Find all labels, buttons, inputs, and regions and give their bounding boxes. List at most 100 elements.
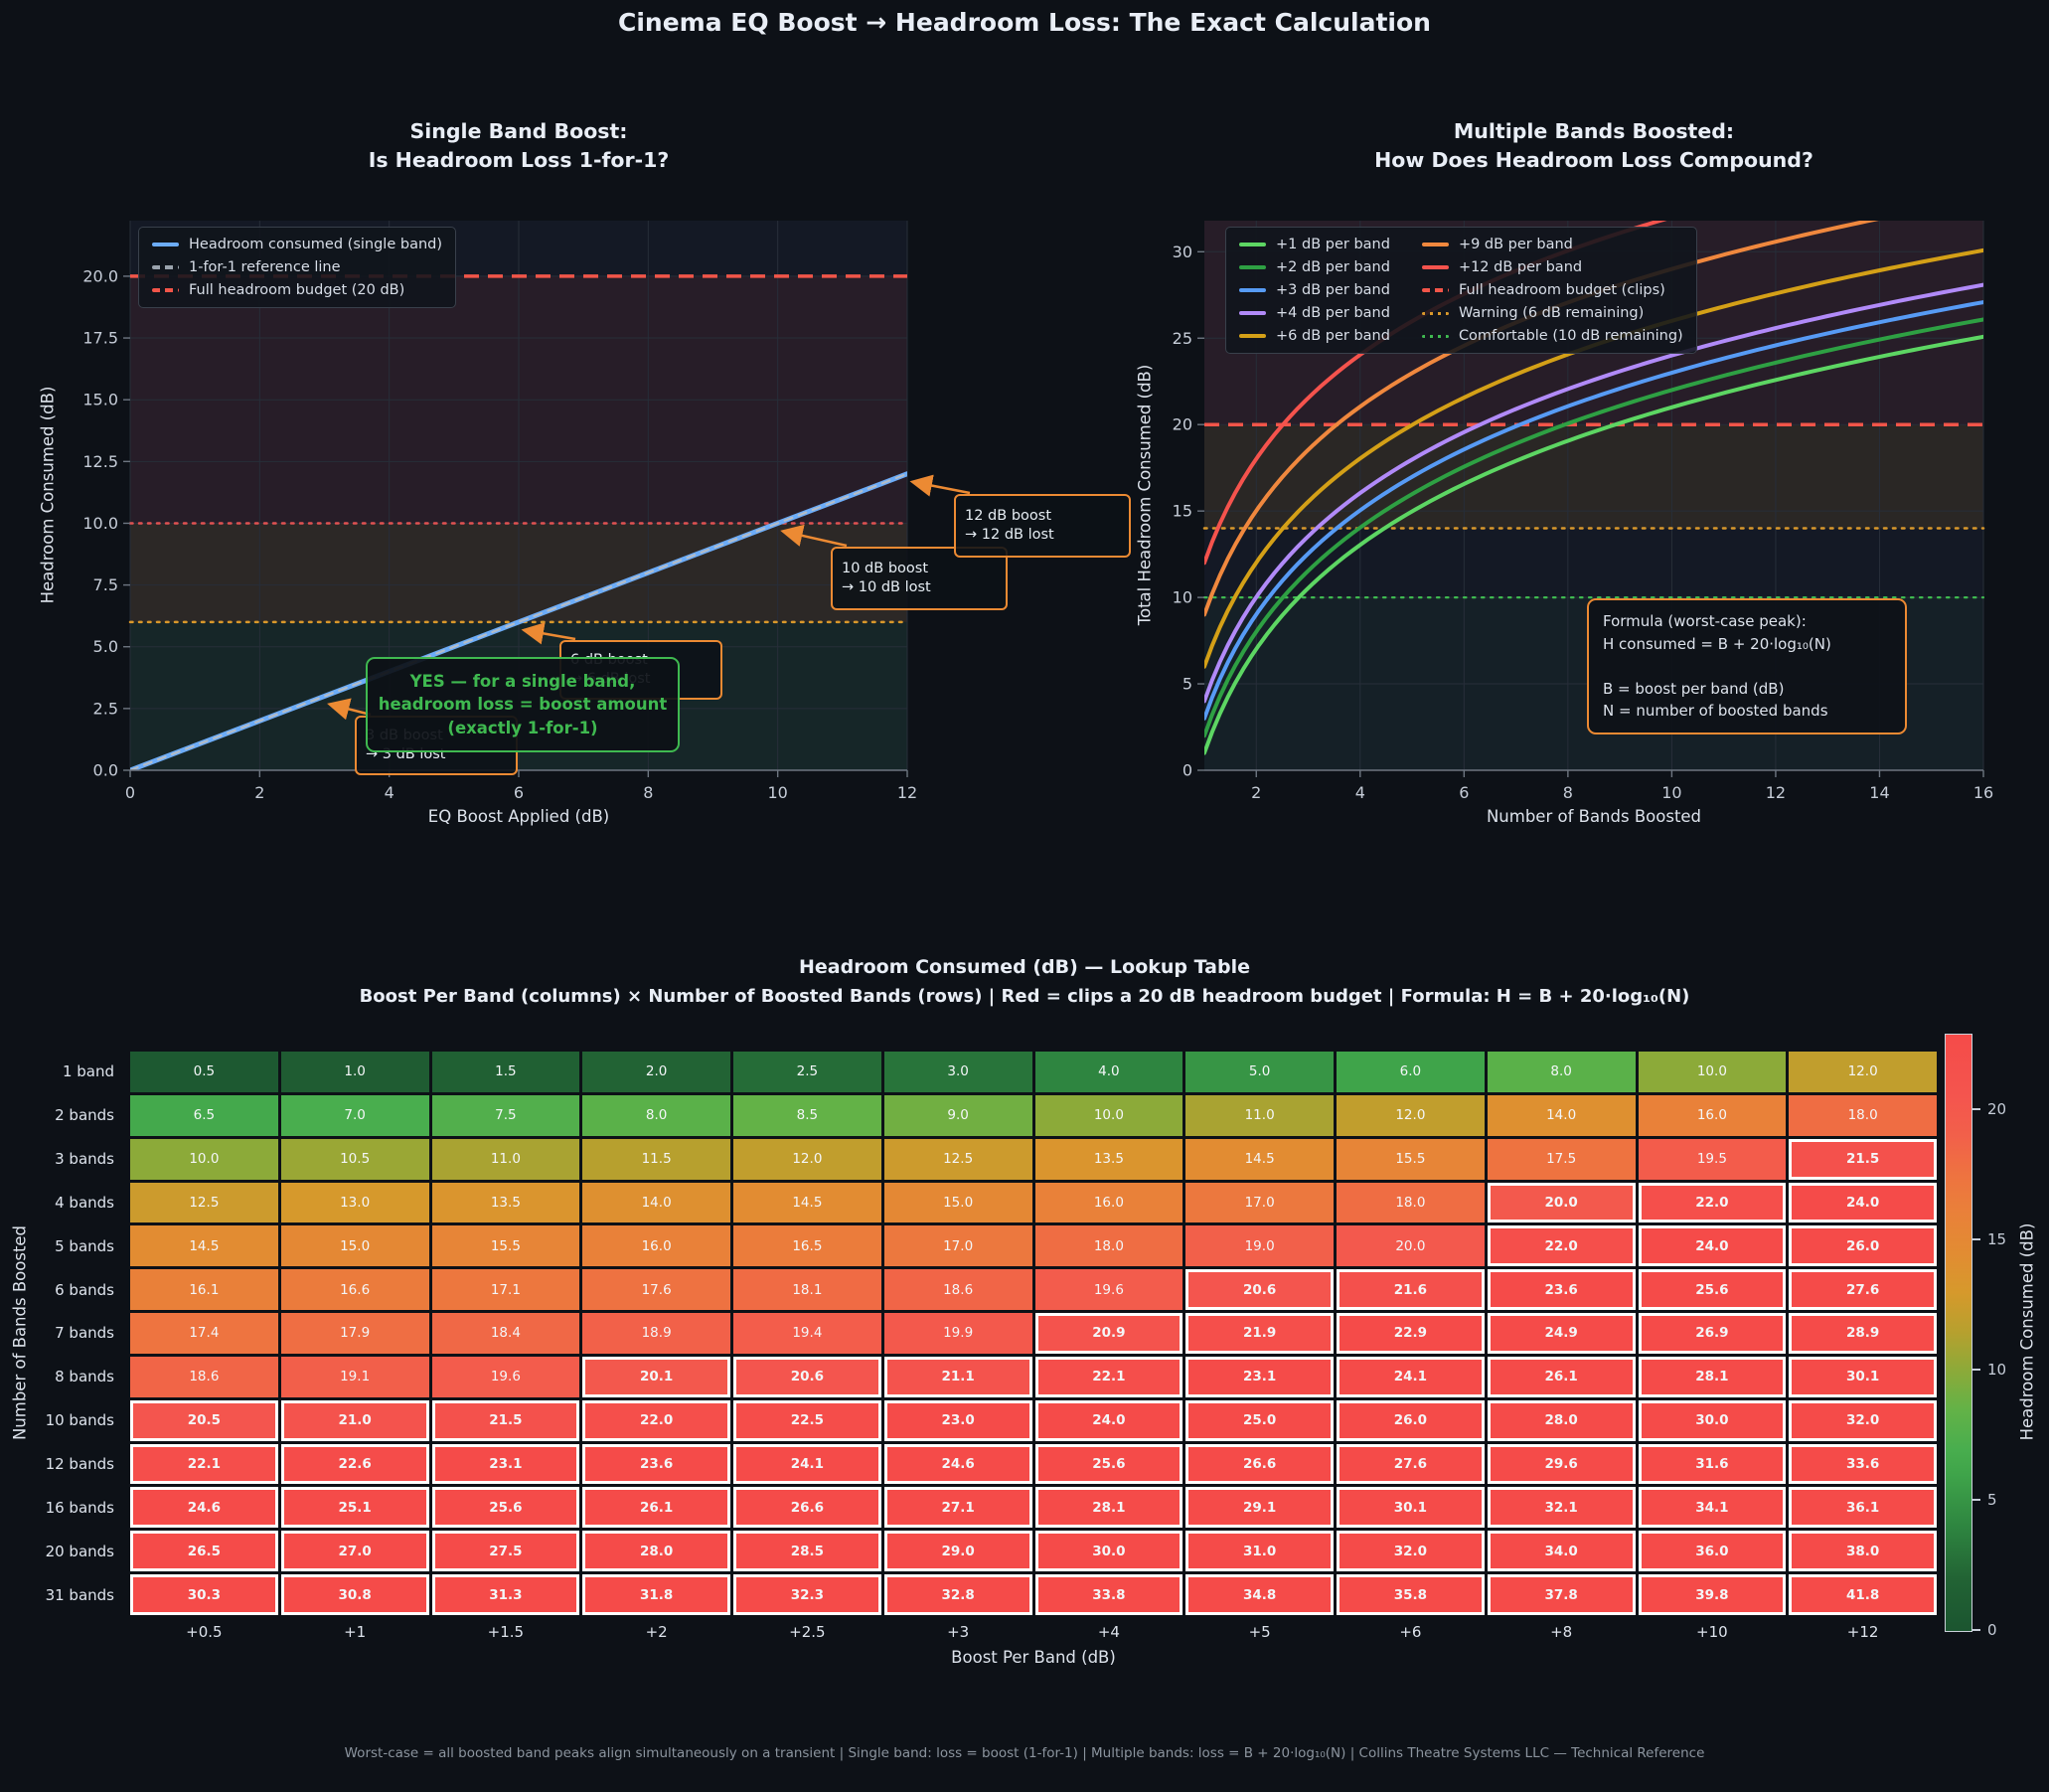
heatmap-row-label: 3 bands (55, 1150, 114, 1169)
left-chart-title-line1: Single Band Boost: (409, 119, 628, 143)
colorbar-tick-label: 10 (1987, 1360, 2007, 1379)
callout-line: headroom loss = boost amount (378, 695, 668, 715)
legend-item: Comfortable (10 dB remaining) (1421, 328, 1683, 344)
heatmap-row-label: 4 bands (55, 1193, 114, 1212)
heatmap-cell: 18.1 (733, 1269, 881, 1311)
heatmap-cell: 11.0 (1185, 1094, 1334, 1136)
heatmap-cell: 35.8 (1337, 1574, 1485, 1615)
heatmap-cell: 15.5 (1337, 1138, 1485, 1180)
y-tick-label: 12.5 (82, 452, 118, 471)
heatmap-cell: 30.0 (1034, 1531, 1183, 1572)
heatmap-cell: 25.6 (1638, 1269, 1787, 1311)
heatmap-cell: 15.5 (431, 1225, 580, 1267)
right-chart-title: Multiple Bands Boosted: How Does Headroo… (1266, 117, 1922, 174)
callout-line: (exactly 1-for-1) (447, 718, 598, 737)
y-tick-label: 15.0 (82, 391, 118, 409)
heatmap-cell: 26.1 (582, 1487, 730, 1529)
heatmap-row-label: 10 bands (45, 1411, 114, 1430)
heatmap-cell: 38.0 (1789, 1531, 1937, 1572)
heatmap-cell: 26.0 (1789, 1225, 1937, 1267)
heatmap-cell: 21.0 (280, 1399, 429, 1441)
heatmap-cell: 12.0 (1337, 1094, 1485, 1136)
heatmap-column-label: +0.5 (186, 1623, 223, 1641)
legend-item: +9 dB per band (1421, 237, 1683, 252)
x-tick-label: 12 (1766, 783, 1786, 802)
heatmap-cell: 21.1 (883, 1356, 1032, 1397)
heatmap-cell: 31.3 (431, 1574, 580, 1615)
heatmap-cell: 20.6 (733, 1356, 881, 1397)
x-tick-label: 2 (1251, 783, 1261, 802)
heatmap-cell: 22.0 (1638, 1182, 1787, 1223)
heatmap-cell: 2.0 (582, 1052, 730, 1092)
heatmap-cell: 24.9 (1487, 1313, 1636, 1354)
legend-swatch-icon (152, 243, 179, 246)
heatmap-cell: 15.0 (280, 1225, 429, 1267)
heatmap-row-label: 2 bands (55, 1106, 114, 1125)
heatmap-cell: 18.0 (1789, 1094, 1937, 1136)
heatmap-cell: 26.1 (1487, 1356, 1636, 1397)
heatmap-cell: 14.5 (733, 1182, 881, 1223)
x-tick-label: 12 (897, 783, 917, 802)
heatmap-cell: 34.8 (1185, 1574, 1334, 1615)
series-line (1204, 300, 1983, 721)
heatmap-cell: 26.5 (130, 1531, 278, 1572)
colorbar-tick-mark (1972, 1368, 1980, 1371)
heatmap-cell: 22.1 (130, 1443, 278, 1485)
heatmap-cell: 31.0 (1185, 1531, 1334, 1572)
heatmap-cell: 25.0 (1185, 1399, 1334, 1441)
heatmap-cell: 16.0 (582, 1225, 730, 1267)
heatmap-cell: 18.0 (1337, 1182, 1485, 1223)
y-tick-label: 17.5 (82, 329, 118, 348)
heatmap-cell: 1.5 (431, 1052, 580, 1092)
heatmap-cell: 6.0 (1337, 1052, 1485, 1092)
heatmap-cell: 19.1 (280, 1356, 429, 1397)
heatmap-cell: 41.8 (1789, 1574, 1937, 1615)
legend-item: Full headroom budget (clips) (1421, 282, 1683, 298)
x-tick-label: 14 (1869, 783, 1889, 802)
legend-label: 1-for-1 reference line (189, 259, 341, 275)
heatmap-cell: 28.9 (1789, 1313, 1937, 1354)
legend-label: +4 dB per band (1276, 305, 1390, 321)
heatmap-cell: 18.6 (130, 1356, 278, 1397)
legend-item: +2 dB per band (1239, 259, 1390, 275)
y-tick-label: 10.0 (82, 514, 118, 533)
left-chart-legend: Headroom consumed (single band) 1-for-1 r… (138, 227, 457, 308)
heatmap-cell: 29.6 (1487, 1443, 1636, 1485)
legend-label: +6 dB per band (1276, 328, 1390, 344)
heatmap-cell: 19.6 (1034, 1269, 1183, 1311)
heatmap-cell: 32.0 (1337, 1531, 1485, 1572)
heatmap-cell: 4.0 (1034, 1052, 1183, 1092)
heatmap-cell: 34.1 (1638, 1487, 1787, 1529)
heatmap-cell: 32.1 (1487, 1487, 1636, 1529)
y-tick-label: 20.0 (82, 266, 118, 285)
heatmap-cell: 22.9 (1337, 1313, 1485, 1354)
heatmap-cell: 18.6 (883, 1269, 1032, 1311)
heatmap-cell: 12.0 (1789, 1052, 1937, 1092)
colorbar (1945, 1034, 1972, 1632)
heatmap-cell: 14.5 (130, 1225, 278, 1267)
annotation-line: 10 dB boost (842, 560, 929, 576)
compound-formula-box: Formula (worst-case peak): H consumed = B… (1587, 598, 1907, 734)
y-tick-label: 0 (1182, 761, 1192, 780)
heatmap-cell: 12.0 (733, 1138, 881, 1180)
colorbar-tick-label: 5 (1987, 1490, 1997, 1509)
y-tick-label: 5 (1182, 675, 1192, 694)
heatmap-cell: 32.8 (883, 1574, 1032, 1615)
legend-swatch-icon (1421, 334, 1449, 338)
colorbar-tick-mark (1972, 1237, 1980, 1240)
heatmap-cell: 24.0 (1034, 1399, 1183, 1441)
heatmap-cell: 27.0 (280, 1531, 429, 1572)
legend-label: Full headroom budget (20 dB) (189, 282, 405, 298)
legend-swatch-icon (1421, 288, 1449, 292)
heatmap-cell: 28.5 (733, 1531, 881, 1572)
heatmap-cell: 22.1 (1034, 1356, 1183, 1397)
heatmap-cell: 26.0 (1337, 1399, 1485, 1441)
x-tick-label: 10 (767, 783, 787, 802)
heatmap-cell: 36.1 (1789, 1487, 1937, 1529)
heatmap-row-label: 12 bands (45, 1455, 114, 1474)
y-tick-label: 2.5 (93, 699, 118, 718)
heatmap-cell: 24.1 (1337, 1356, 1485, 1397)
legend-swatch-icon (152, 265, 179, 269)
heatmap-cell: 17.4 (130, 1313, 278, 1354)
right-chart-legend: +1 dB per band +2 dB per band +3 dB per ba… (1225, 227, 1697, 354)
